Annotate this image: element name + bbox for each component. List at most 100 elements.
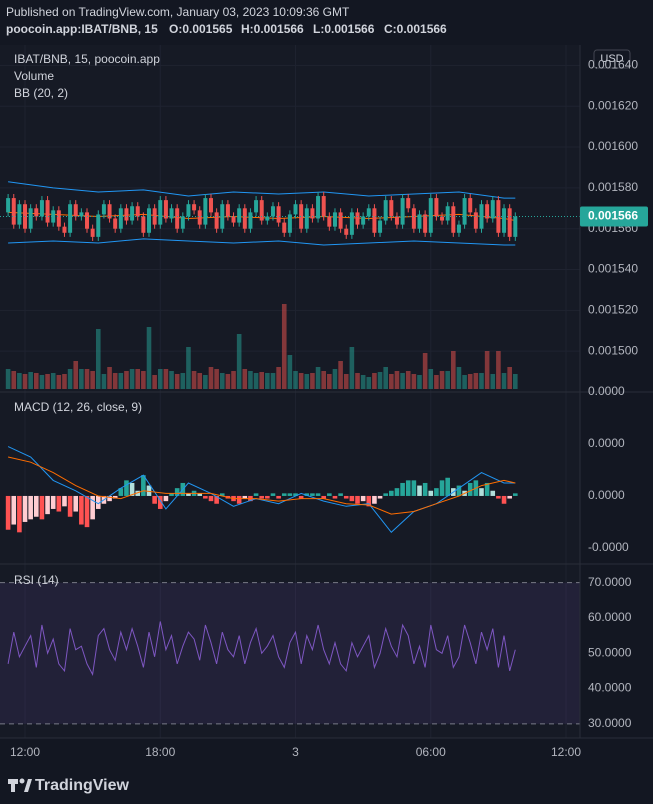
- legend-symbol: IBAT/BNB, 15, poocoin.app: [14, 52, 160, 66]
- macd-histogram-bar: [219, 493, 225, 496]
- currency-badge[interactable]: [593, 49, 631, 69]
- volume-bar: [501, 373, 507, 389]
- candle-body: [479, 204, 484, 229]
- brand: TradingView: [35, 777, 130, 794]
- volume-bar: [377, 372, 383, 389]
- volume-bar: [349, 347, 355, 389]
- candle-body: [316, 196, 321, 219]
- macd-histogram-bar: [422, 482, 428, 496]
- legend-macd: MACD (12, 26, close, 9): [14, 400, 142, 414]
- candle-body: [175, 208, 180, 229]
- candle-body: [378, 220, 383, 233]
- candle-body: [169, 208, 174, 219]
- y-tick-label: 70.0000: [588, 575, 632, 589]
- volume-bar: [45, 374, 50, 389]
- volume-bar: [389, 374, 394, 389]
- candle-body: [90, 228, 95, 237]
- macd-histogram-bar: [400, 482, 405, 496]
- macd-histogram-bar: [360, 495, 366, 502]
- volume-bar: [28, 372, 33, 389]
- y-tick-label: -0.0000: [588, 540, 629, 554]
- volume-bar: [101, 374, 107, 389]
- bb-lower: [8, 238, 516, 246]
- macd-histogram-bar: [496, 495, 501, 499]
- volume-bar: [445, 371, 450, 389]
- x-tick-label: 3: [292, 745, 299, 759]
- candle-body: [502, 208, 507, 233]
- volume-bar: [214, 369, 219, 389]
- volume-bar: [208, 367, 214, 389]
- ohlc-high: H:0.001566: [241, 22, 304, 36]
- macd-histogram-bar: [214, 495, 219, 504]
- volume-bar: [242, 369, 248, 389]
- candle-body: [85, 212, 90, 229]
- macd-histogram-bar: [467, 482, 473, 496]
- macd-histogram-bar: [112, 495, 118, 499]
- y-tick-label: 0.0000: [588, 488, 625, 502]
- candle-body: [473, 212, 478, 229]
- candle-body: [406, 198, 411, 209]
- volume-bar: [473, 373, 479, 389]
- macd-histogram-bar: [45, 495, 50, 515]
- volume-bar: [355, 373, 360, 389]
- macd-histogram-bar: [33, 495, 39, 517]
- macd-histogram-bar: [513, 493, 518, 496]
- volume-bar: [67, 369, 73, 389]
- macd-histogram-bar: [169, 493, 174, 496]
- candle-body: [338, 212, 343, 229]
- candle-body: [411, 208, 416, 229]
- candle-body: [372, 208, 377, 233]
- candle-body: [96, 214, 101, 237]
- ohlc-low: L:0.001566: [313, 22, 375, 36]
- macd-histogram-bar: [62, 495, 67, 507]
- candle-body: [141, 216, 146, 233]
- volume-bar: [338, 361, 343, 389]
- macd-histogram-bar: [479, 488, 484, 496]
- volume-bar: [417, 375, 422, 389]
- macd-histogram-bar: [253, 493, 259, 496]
- macd-histogram-bar: [377, 495, 383, 499]
- y-tick-label: 0.001500: [588, 343, 638, 357]
- volume-bar: [79, 369, 84, 389]
- volume-bar: [152, 375, 157, 389]
- y-tick-label: 0.0000: [588, 384, 625, 398]
- candle-body: [62, 226, 67, 233]
- candle-body: [101, 204, 106, 215]
- volume-bar: [293, 371, 298, 389]
- volume-bar: [90, 371, 95, 389]
- macd-histogram-bar: [236, 495, 242, 504]
- volume-bar: [411, 374, 417, 389]
- macd-histogram-bar: [124, 480, 129, 496]
- volume-bar: [276, 367, 281, 389]
- volume-bar: [5, 369, 11, 389]
- legend-volume: Volume: [14, 69, 54, 83]
- candle-body: [197, 210, 202, 225]
- volume-bar: [298, 373, 304, 389]
- volume-bar: [118, 373, 124, 389]
- candle-body: [192, 204, 197, 211]
- volume-bar: [484, 351, 490, 389]
- legend-rsi: RSI (14): [14, 573, 59, 587]
- brand-logo: [8, 778, 32, 792]
- candle-body: [507, 208, 512, 237]
- volume-bar: [332, 369, 338, 389]
- candle-body: [113, 218, 118, 229]
- currency[interactable]: USD: [600, 53, 623, 65]
- candle-body: [282, 222, 287, 233]
- candle-body: [231, 216, 236, 223]
- macd-histogram-bar: [265, 495, 270, 499]
- volume-bar: [22, 374, 28, 389]
- candle-body: [490, 200, 495, 219]
- y-tick-label: 0.001520: [588, 303, 638, 317]
- last-price-label: 0.001566: [588, 209, 638, 223]
- volume-bar: [163, 369, 169, 389]
- macd-line: [7, 456, 516, 515]
- candle-body: [6, 198, 11, 213]
- candle-body: [276, 206, 281, 223]
- macd-histogram-bar: [411, 480, 417, 496]
- candle-body: [440, 216, 445, 221]
- volume-bar: [17, 373, 22, 389]
- x-tick-label: 12:00: [10, 745, 40, 759]
- candle-body: [259, 200, 264, 221]
- y-tick-label: 0.001620: [588, 98, 638, 112]
